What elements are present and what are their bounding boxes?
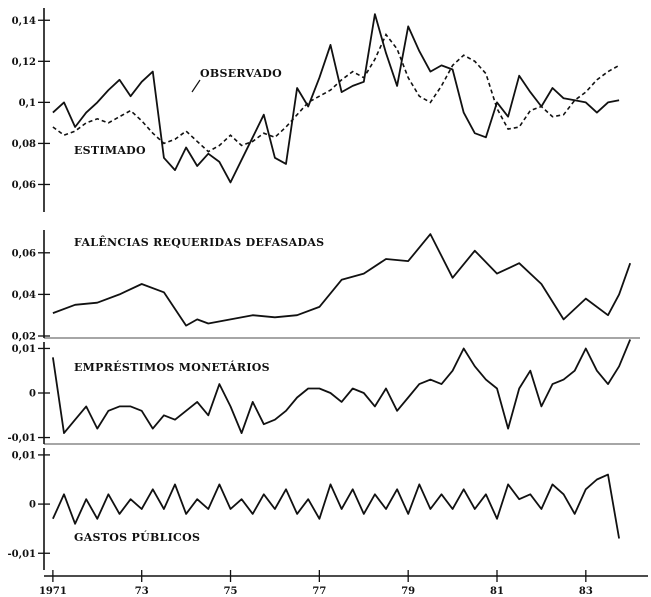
panel-0-y-tick-label-1: 0,08 <box>12 139 36 150</box>
x-axis: 1971 73 75 77 79 81 83 <box>39 570 648 597</box>
panel-2-y-ticks: -0,01 0 0,01 <box>7 344 50 444</box>
panel-2-y-tick-label-2: 0,01 <box>12 344 36 355</box>
panel-0-y-tick-label-0: 0,06 <box>12 180 36 191</box>
panel-2-title: EMPRÉSTIMOS MONETÁRIOS <box>74 360 270 374</box>
panel-3-y-tick-label-1: 0 <box>29 500 36 511</box>
x-tick-label-6: 83 <box>579 586 593 597</box>
panel-observed-estimated: 0,06 0,08 0,1 0,12 0,14 OBSERVADO ESTIMADO <box>12 8 620 212</box>
annotation-observado-arrow <box>191 79 201 93</box>
panel-0-y-tick-label-2: 0,1 <box>19 98 36 109</box>
panel-1-y-tick-label-0: 0,02 <box>12 332 36 343</box>
panel-1-y-tick-label-2: 0,06 <box>12 248 36 259</box>
panel-2-line-series-0 <box>52 339 632 435</box>
x-tick-label-3: 77 <box>312 586 326 597</box>
x-tick-label-5: 81 <box>490 586 504 597</box>
annotation-estimado: ESTIMADO <box>74 144 146 157</box>
panel-1-title: FALÊNCIAS REQUERIDAS DEFASADAS <box>74 235 324 249</box>
x-tick-label-4: 79 <box>401 586 415 597</box>
panel-0-y-tick-label-3: 0,12 <box>12 57 36 68</box>
x-tick-label-0: 1971 <box>39 586 67 597</box>
panel-0-series <box>52 13 620 184</box>
panel-1-y-tick-label-1: 0,04 <box>12 290 36 301</box>
panel-0-y-tick-label-4: 0,14 <box>12 16 36 27</box>
panel-2-y-tick-label-0: -0,01 <box>7 433 36 444</box>
panel-1-series <box>52 233 632 327</box>
panel-0-y-ticks: 0,06 0,08 0,1 0,12 0,14 <box>12 16 50 191</box>
x-tick-label-1: 73 <box>135 586 149 597</box>
panel-3-title: GASTOS PÚBLICOS <box>74 530 200 544</box>
panel-2-y-tick-label-1: 0 <box>29 389 36 400</box>
annotation-observado: OBSERVADO <box>200 67 282 80</box>
panel-1-y-ticks: 0,02 0,04 0,06 <box>12 248 50 343</box>
panel-3-y-tick-label-0: -0,01 <box>7 549 36 560</box>
x-tick-label-2: 75 <box>224 586 238 597</box>
panel-3-series <box>52 473 620 539</box>
panel-3-y-tick-label-2: 0,01 <box>12 450 36 461</box>
panel-2-series <box>52 339 632 435</box>
panel-3-line-series-0 <box>52 473 620 539</box>
panel-3-y-ticks: -0,01 0 0,01 <box>7 450 50 560</box>
x-axis-ticks: 1971 73 75 77 79 81 83 <box>39 570 593 597</box>
panel-gastos: -0,01 0 0,01 GASTOS PÚBLICOS <box>7 448 620 570</box>
panel-0-line-estimado <box>52 33 620 153</box>
panel-0-line-observado <box>52 13 620 184</box>
panel-1-line-series-0 <box>52 233 632 327</box>
panel-emprestimos: -0,01 0 0,01 EMPRÉSTIMOS MONETÁRIOS <box>7 339 632 444</box>
panel-falencias: 0,02 0,04 0,06 FALÊNCIAS REQUERIDAS DEFASA… <box>12 230 632 343</box>
